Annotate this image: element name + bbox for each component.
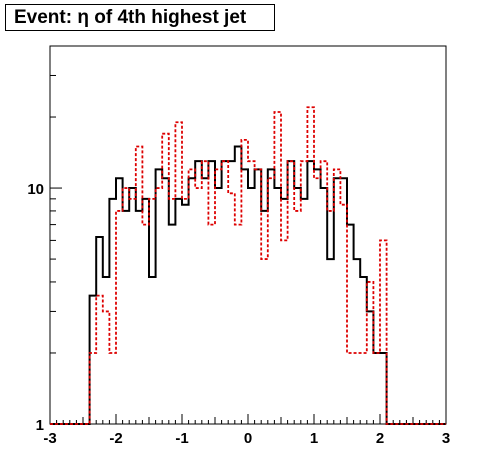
x-tick-label: -1 xyxy=(175,430,188,447)
x-tick-label: -3 xyxy=(43,430,56,447)
plot-frame xyxy=(49,45,447,425)
x-tick-label: 3 xyxy=(442,430,450,447)
x-tick-label: 1 xyxy=(310,430,318,447)
y-tick-label: 10 xyxy=(27,181,44,198)
x-tick-label: 0 xyxy=(244,430,252,447)
axis-tick-labels: -3 -2 -1 0 1 2 3 1 10 xyxy=(27,181,450,447)
series-solid-line xyxy=(50,145,446,425)
series-layer xyxy=(50,106,446,425)
chart-title: Event: η of 4th highest jet xyxy=(5,4,275,31)
series-dashed-line xyxy=(50,106,446,425)
y-tick-label: 1 xyxy=(36,417,44,434)
x-tick-label: -2 xyxy=(109,430,122,447)
x-tick-label: 2 xyxy=(376,430,384,447)
